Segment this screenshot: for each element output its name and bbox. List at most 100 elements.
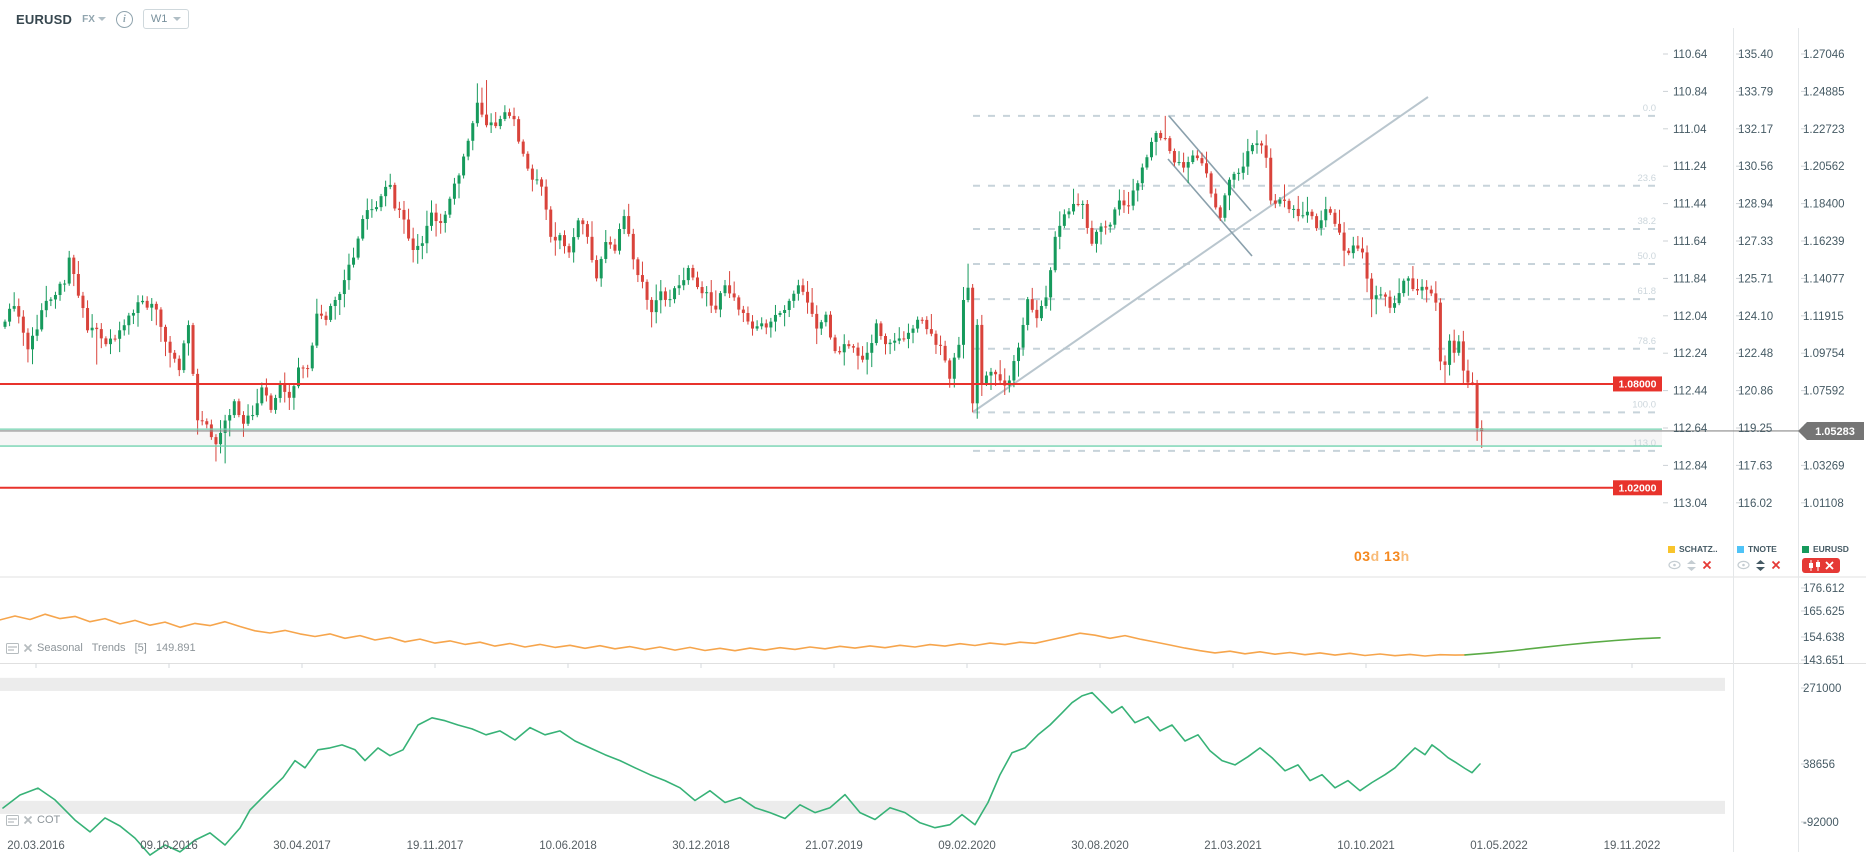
candle-body bbox=[63, 283, 67, 285]
candle-body bbox=[1021, 324, 1025, 348]
candle-body bbox=[182, 343, 186, 371]
candle-body bbox=[1269, 157, 1273, 201]
candle-body bbox=[1039, 305, 1043, 319]
fib-label: 38.2 bbox=[1638, 216, 1657, 227]
candle-body bbox=[540, 179, 544, 187]
candle-body bbox=[934, 333, 938, 345]
candle-body bbox=[916, 319, 920, 329]
candle-body bbox=[975, 324, 979, 404]
close-icon[interactable] bbox=[1771, 560, 1781, 570]
axis-label: 120.86 bbox=[1738, 386, 1773, 398]
candle-body bbox=[264, 387, 268, 396]
candle-body bbox=[429, 212, 433, 226]
candle-body bbox=[448, 198, 452, 215]
sort-arrows-icon[interactable] bbox=[1687, 559, 1696, 571]
panel-icon[interactable] bbox=[6, 814, 19, 826]
fib-label: 23.6 bbox=[1638, 173, 1657, 184]
candle-body bbox=[709, 292, 713, 306]
cot-extreme-band bbox=[0, 800, 1725, 814]
date-label: 20.03.2016 bbox=[7, 840, 65, 852]
axis-label: 111.64 bbox=[1673, 236, 1707, 248]
axis-label: 112.84 bbox=[1673, 460, 1708, 472]
market-dropdown[interactable]: FX bbox=[82, 14, 106, 25]
candle-body bbox=[191, 325, 195, 374]
candle-body bbox=[631, 233, 635, 260]
candle-body bbox=[113, 338, 117, 340]
eye-icon[interactable] bbox=[1668, 560, 1681, 570]
candle-body bbox=[1438, 302, 1442, 362]
candle-body bbox=[1227, 179, 1231, 196]
candle-body bbox=[650, 299, 654, 313]
candle-body bbox=[705, 292, 709, 294]
candle-body bbox=[1094, 231, 1098, 244]
candle-body bbox=[1461, 341, 1465, 371]
candle-body bbox=[576, 220, 580, 238]
fib-label: 61.8 bbox=[1638, 286, 1657, 297]
candle-body bbox=[287, 391, 291, 398]
candle-body bbox=[622, 216, 626, 230]
cot-extreme-band bbox=[0, 677, 1725, 691]
date-label: 30.04.2017 bbox=[273, 840, 331, 852]
candle-body bbox=[1292, 208, 1296, 210]
candle-body bbox=[783, 309, 787, 313]
axis-label: 1.03269 bbox=[1803, 460, 1845, 472]
candle-body bbox=[1108, 224, 1112, 227]
panel-icon[interactable] bbox=[6, 642, 19, 654]
candle-body bbox=[737, 297, 741, 310]
axis-label: 1.16239 bbox=[1803, 236, 1845, 248]
candle-body bbox=[544, 186, 548, 210]
candle-body bbox=[618, 229, 622, 251]
candle-body bbox=[1278, 199, 1282, 204]
candle-body bbox=[86, 308, 90, 331]
candle-body bbox=[150, 303, 154, 308]
timeframe-dropdown[interactable]: W1 bbox=[142, 9, 190, 29]
candle-body bbox=[1351, 245, 1355, 254]
candle-body bbox=[507, 112, 511, 116]
candle-body bbox=[1420, 286, 1424, 291]
eurusd-color-swatch bbox=[1802, 545, 1809, 553]
sort-arrows-icon[interactable] bbox=[1756, 559, 1765, 571]
info-icon[interactable]: i bbox=[115, 10, 133, 28]
candle-body bbox=[787, 300, 791, 310]
close-icon[interactable] bbox=[23, 643, 33, 653]
close-icon[interactable] bbox=[1825, 560, 1834, 570]
candle-body bbox=[535, 179, 539, 181]
candle-body bbox=[1338, 223, 1342, 233]
date-label: 09.02.2020 bbox=[938, 840, 996, 852]
candle-body bbox=[842, 344, 846, 353]
candle-body bbox=[40, 310, 44, 330]
candle-body bbox=[1072, 203, 1076, 212]
candle-body bbox=[365, 210, 369, 220]
eye-icon[interactable] bbox=[1737, 560, 1750, 570]
candle-body bbox=[925, 319, 929, 330]
candle-body bbox=[1117, 200, 1121, 210]
chart-type-button[interactable] bbox=[1802, 557, 1840, 573]
axis-label: 111.44 bbox=[1673, 199, 1707, 211]
candle-body bbox=[1319, 220, 1323, 229]
close-icon[interactable] bbox=[1702, 560, 1712, 570]
candle-body bbox=[879, 323, 883, 337]
candle-body bbox=[1163, 138, 1167, 140]
candle-body bbox=[329, 306, 333, 320]
candle-body bbox=[35, 329, 39, 336]
candle-body bbox=[595, 260, 599, 279]
trendline-major[interactable] bbox=[972, 96, 1429, 413]
candle-body bbox=[333, 300, 337, 307]
date-label: 10.10.2021 bbox=[1337, 840, 1395, 852]
trendline-channel[interactable] bbox=[1168, 115, 1252, 212]
close-icon[interactable] bbox=[23, 815, 33, 825]
candlestick-icon bbox=[1809, 559, 1820, 571]
candle-body bbox=[1237, 172, 1241, 174]
candle-body bbox=[1347, 250, 1351, 254]
candle-body bbox=[425, 225, 429, 244]
candle-body bbox=[640, 275, 644, 282]
axis-label: 111.84 bbox=[1673, 273, 1707, 285]
candle-body bbox=[1081, 203, 1085, 205]
candle-body bbox=[1195, 155, 1199, 159]
candle-body bbox=[1058, 225, 1062, 237]
axis-label: 127.33 bbox=[1738, 236, 1773, 248]
candle-body bbox=[902, 338, 906, 340]
trendline-channel[interactable] bbox=[1167, 158, 1253, 257]
candle-body bbox=[1177, 162, 1181, 164]
